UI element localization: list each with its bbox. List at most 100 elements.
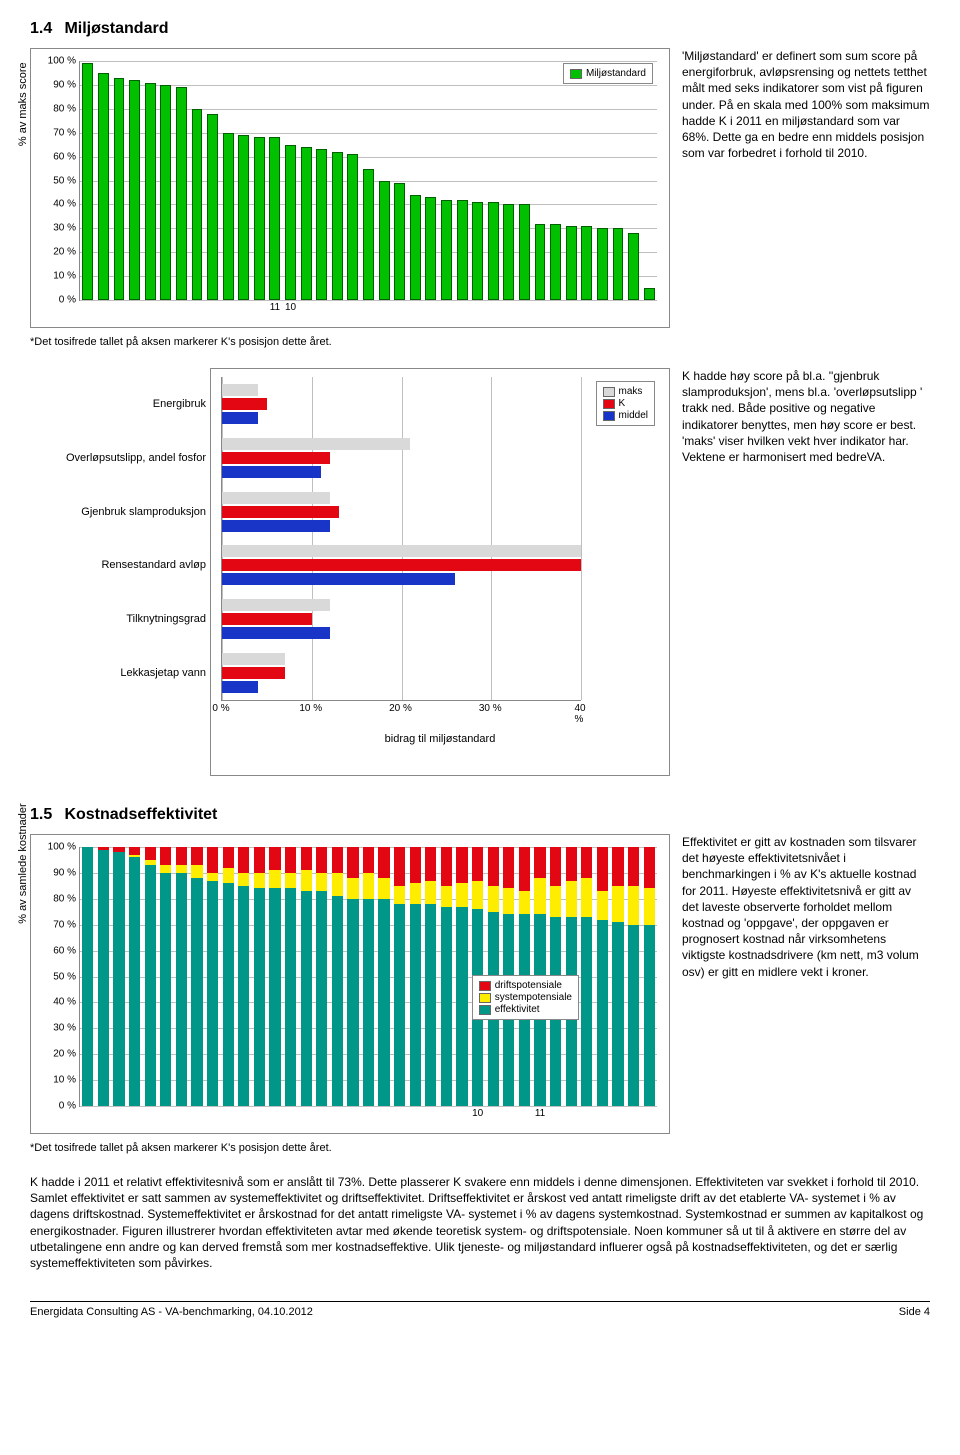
stacked-segment bbox=[207, 847, 218, 873]
hbar-xticks: 0 %10 %20 %30 %40 % bbox=[221, 701, 581, 715]
stacked-segment bbox=[160, 847, 171, 865]
chart-1-5-ytick: 80 % bbox=[53, 893, 76, 904]
hbar-legend: maksKmiddel bbox=[596, 381, 655, 426]
stacked-segment bbox=[534, 878, 545, 914]
chart-1-4-bar bbox=[207, 114, 218, 300]
hbar-bar bbox=[222, 398, 267, 410]
stacked-segment bbox=[581, 917, 592, 1106]
stacked-segment bbox=[316, 891, 327, 1106]
stacked-segment bbox=[332, 847, 343, 873]
chart-1-5-bar bbox=[269, 847, 280, 1106]
chart-1-5-bar bbox=[425, 847, 436, 1106]
chart-1-4-bar bbox=[441, 200, 452, 300]
chart-1-4-bar bbox=[581, 226, 592, 300]
stacked-segment bbox=[254, 888, 265, 1106]
legend-swatch bbox=[603, 411, 615, 421]
chart-1-5-bar bbox=[332, 847, 343, 1106]
stacked-segment bbox=[269, 870, 280, 888]
stacked-segment bbox=[82, 847, 93, 1106]
chart-1-5-ytick: 30 % bbox=[53, 1023, 76, 1034]
chart-1-5-ytick: 20 % bbox=[53, 1049, 76, 1060]
chart-1-4-bar bbox=[472, 202, 483, 300]
chart-1-5-bar bbox=[98, 847, 109, 1106]
chart-1-4-ytick: 40 % bbox=[53, 199, 76, 210]
hbar-category: Energibruk bbox=[41, 377, 206, 431]
chart-1-4-ytick: 90 % bbox=[53, 79, 76, 90]
chart-hbar-wrapper: EnergibrukOverløpsutslipp, andel fosforG… bbox=[30, 368, 670, 776]
stacked-segment bbox=[519, 847, 530, 891]
stacked-segment bbox=[644, 847, 655, 888]
chart-1-4-bar bbox=[269, 137, 280, 300]
chart-1-5-bar bbox=[285, 847, 296, 1106]
chart-1-4-bar bbox=[98, 73, 109, 300]
stacked-segment bbox=[176, 865, 187, 873]
stacked-segment bbox=[410, 847, 421, 883]
hbar-plot bbox=[221, 377, 581, 701]
footer-right: Side 4 bbox=[899, 1306, 930, 1318]
chart-1-4-ytick: 10 % bbox=[53, 271, 76, 282]
chart-1-5-bar bbox=[316, 847, 327, 1106]
hbar-bar bbox=[222, 412, 258, 424]
legend-label: K bbox=[619, 398, 626, 409]
stacked-segment bbox=[394, 904, 405, 1106]
stacked-segment bbox=[410, 904, 421, 1106]
chart-1-4-bar bbox=[254, 137, 265, 300]
hbar-bar bbox=[222, 573, 455, 585]
stacked-segment bbox=[566, 881, 577, 917]
stacked-segment bbox=[347, 899, 358, 1106]
stacked-segment bbox=[644, 925, 655, 1106]
stacked-segment bbox=[316, 873, 327, 891]
hbar-category: Rensestandard avløp bbox=[41, 538, 206, 592]
chart-1-4-bar bbox=[425, 197, 436, 300]
stacked-segment bbox=[378, 878, 389, 899]
stacked-legend-item: systempotensiale bbox=[479, 992, 572, 1003]
chart-1-5-ytick: 90 % bbox=[53, 867, 76, 878]
stacked-segment bbox=[456, 847, 467, 883]
chart-1-5-bar bbox=[238, 847, 249, 1106]
stacked-segment bbox=[441, 847, 452, 886]
stacked-segment bbox=[238, 847, 249, 873]
chart-1-5-bar bbox=[207, 847, 218, 1106]
stacked-segment bbox=[238, 886, 249, 1106]
chart-1-4-legend: Miljøstandard bbox=[563, 63, 653, 84]
stacked-segment bbox=[113, 852, 124, 1106]
legend-swatch bbox=[479, 981, 491, 991]
chart-1-4-bar bbox=[363, 169, 374, 300]
stacked-segment bbox=[363, 873, 374, 899]
stacked-segment bbox=[488, 886, 499, 912]
legend-label: driftspotensiale bbox=[495, 980, 562, 991]
section-1-4-title: 1.4 Miljøstandard bbox=[30, 20, 930, 38]
stacked-segment bbox=[628, 886, 639, 925]
hbar-bar bbox=[222, 627, 330, 639]
stacked-segment bbox=[597, 920, 608, 1106]
stacked-segment bbox=[285, 873, 296, 889]
chart-1-4-bar bbox=[316, 149, 327, 300]
stacked-segment bbox=[425, 847, 436, 881]
stacked-segment bbox=[160, 873, 171, 1106]
chart-1-4-plot: 0 %10 %20 %30 %40 %50 %60 %70 %80 %90 %1… bbox=[79, 61, 657, 301]
stacked-segment bbox=[145, 865, 156, 1106]
chart-1-4-ytick: 50 % bbox=[53, 175, 76, 186]
chart-1-4-bar bbox=[160, 85, 171, 300]
stacked-segment bbox=[176, 873, 187, 1106]
chart-1-5-bar bbox=[612, 847, 623, 1106]
section-1-5-body: K hadde i 2011 et relativt effektivitesn… bbox=[30, 1174, 930, 1271]
stacked-segment bbox=[597, 847, 608, 891]
chart-1-5-bar bbox=[145, 847, 156, 1106]
chart-1-4-bar bbox=[613, 228, 624, 300]
hbar-bar bbox=[222, 466, 321, 478]
stacked-segment bbox=[456, 907, 467, 1106]
section-1-5-number: 1.5 bbox=[30, 806, 60, 824]
chart-1-4-bar bbox=[238, 135, 249, 300]
legend-label: effektivitet bbox=[495, 1004, 540, 1015]
stacked-segment bbox=[191, 847, 202, 865]
stacked-segment bbox=[269, 847, 280, 870]
stacked-segment bbox=[394, 847, 405, 886]
section-1-4-name: Miljøstandard bbox=[64, 20, 168, 37]
hbar-bar bbox=[222, 667, 285, 679]
stacked-segment bbox=[176, 847, 187, 865]
stacked-segment bbox=[378, 899, 389, 1106]
stacked-segment bbox=[534, 847, 545, 878]
stacked-segment bbox=[378, 847, 389, 878]
hbar-bar bbox=[222, 506, 339, 518]
